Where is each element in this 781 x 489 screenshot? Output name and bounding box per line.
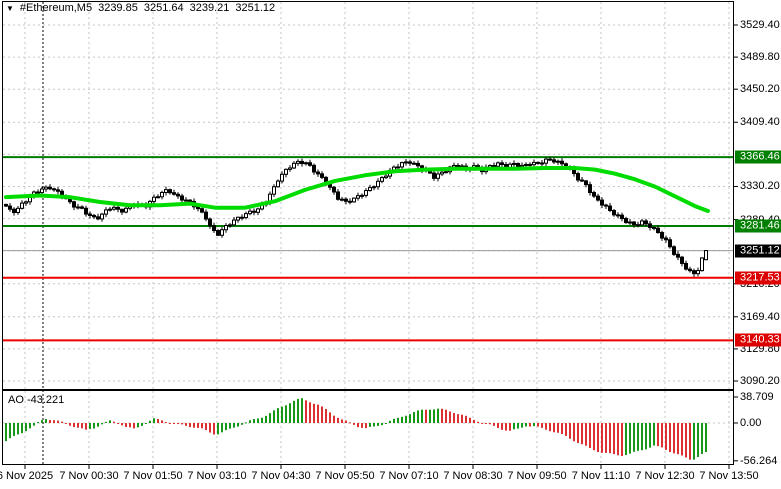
level-price-badge: 3217.53 [735, 271, 781, 285]
price-axis-label: 3330.20 [740, 180, 780, 193]
price-axis-label: 3450.20 [740, 83, 780, 96]
time-axis-label: 7 Nov 05:50 [315, 470, 375, 482]
chart-symbol-period: #Ethereum,M5 [19, 2, 93, 14]
price-axis-label: 3169.40 [740, 310, 780, 323]
time-axis-label: 7 Nov 12:30 [635, 470, 695, 482]
current-price-badge: 3251.12 [735, 244, 781, 258]
ao-axis-label: -56.264 [740, 454, 778, 467]
time-axis-label: 7 Nov 11:10 [571, 470, 631, 482]
indicator-label: AO -43.221 [8, 394, 65, 406]
candles [4, 156, 708, 277]
time-axis-label: 7 Nov 04:30 [251, 470, 311, 482]
ma-line [4, 165, 710, 213]
time-axis-label: 7 Nov 13:50 [699, 470, 759, 482]
time-axis-label: 7 Nov 09:50 [507, 470, 567, 482]
time-axis-label: 7 Nov 08:30 [443, 470, 503, 482]
price-axis-label: 3090.20 [740, 375, 780, 387]
level-price-badge: 3140.33 [735, 333, 781, 347]
axis-ticks [24, 24, 738, 469]
level-price-badge: 3366.46 [735, 150, 781, 164]
grid [3, 2, 733, 464]
ao-axis-label: 0.00 [740, 417, 762, 429]
ao-histogram [5, 398, 707, 460]
ohlc-high: 3251.64 [143, 2, 184, 14]
price-axis-label: 3529.40 [740, 19, 780, 31]
one-click-trading-dropdown-icon[interactable]: ▼ [6, 3, 14, 13]
time-axis-label: 7 Nov 07:10 [379, 470, 439, 482]
level-lines [3, 156, 733, 342]
time-axis-label: 6 Nov 2025 [0, 470, 54, 482]
chart-title-bar: ▼ #Ethereum,M5 3239.85 3251.64 3239.21 3… [6, 2, 281, 14]
level-price-badge: 3281.46 [735, 219, 781, 233]
ohlc-close: 3251.12 [235, 2, 276, 14]
ohlc-low: 3239.21 [189, 2, 230, 14]
time-axis-label: 7 Nov 00:30 [59, 470, 119, 482]
time-axis-label: 7 Nov 01:50 [123, 470, 183, 482]
panel-borders [2, 1, 734, 465]
ao-axis-label: 38.709 [740, 390, 774, 403]
price-axis-label: 3489.80 [740, 51, 780, 64]
price-axis-label: 3409.40 [740, 116, 780, 129]
time-axis-label: 7 Nov 03:10 [187, 470, 247, 482]
ohlc-open: 3239.85 [98, 2, 138, 14]
